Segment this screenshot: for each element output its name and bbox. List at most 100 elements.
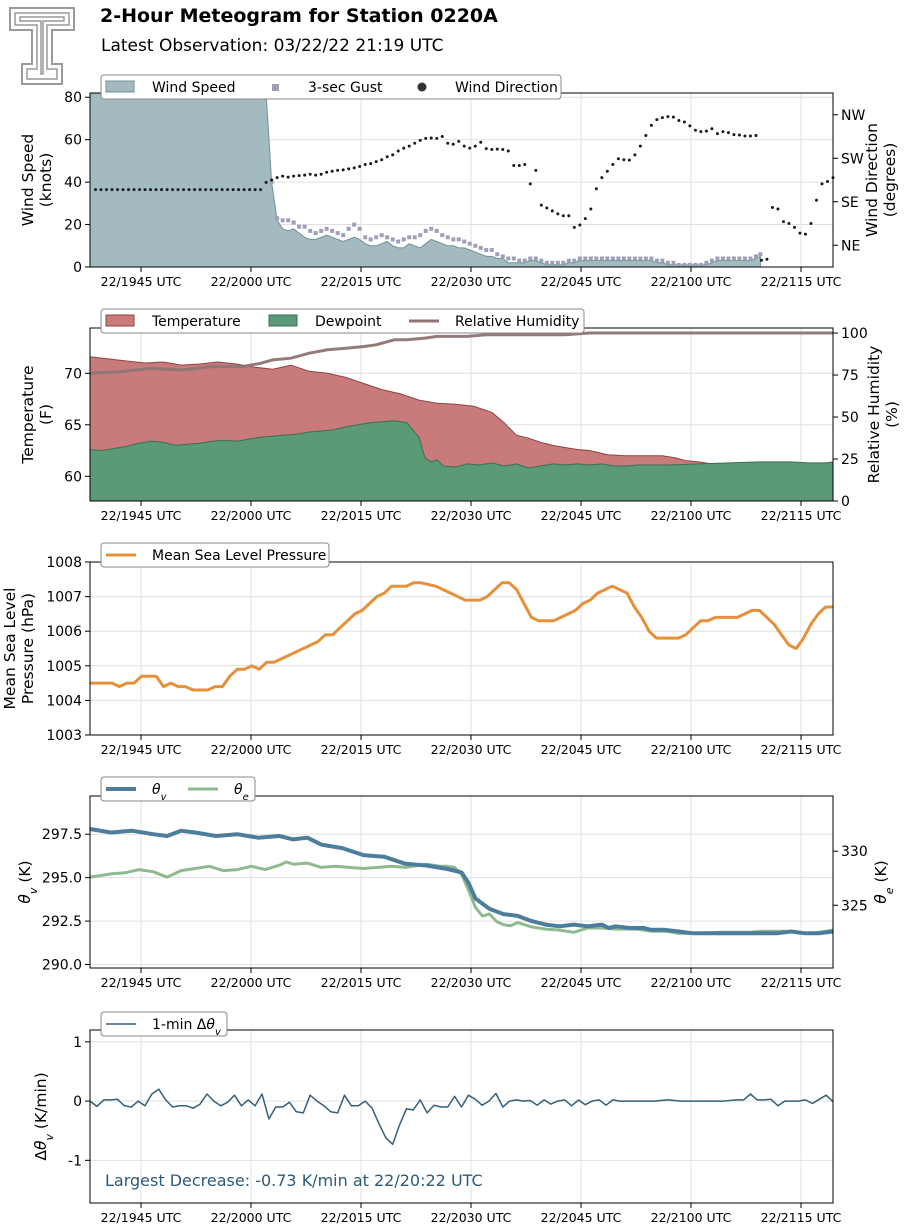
gust-marker [687,262,692,267]
wind-direction-point [545,206,549,210]
university-logo [9,7,75,85]
wind-direction-point [160,188,164,192]
wind-direction-point [578,223,582,227]
wind-direction-point [501,148,505,152]
wind-direction-point [435,136,439,140]
wind-direction-axis-label: Wind Direction(degrees) [863,123,899,237]
legend-wind-direction-label: Wind Direction [455,80,558,96]
x-tick-label: 22/2115 UTC [761,742,842,757]
gust-marker [379,233,384,238]
gust-marker [638,256,643,261]
gust-marker [445,235,450,240]
gust-marker [423,228,428,233]
legend-wind-speed-swatch [105,80,135,93]
pressure-legend: Mean Sea Level Pressure [100,542,330,568]
legend-dtheta-label: 1-min Δθv [152,1017,222,1038]
gust-marker [704,260,709,265]
plot-border [89,795,834,969]
wind-direction-point [407,144,411,148]
x-tick-label: 22/2015 UTC [321,975,402,990]
x-tick-label: 22/2000 UTC [211,742,292,757]
y-tick-label: 1005 [46,659,82,675]
wind-direction-point [99,188,103,192]
gust-marker [698,262,703,267]
wind-direction-point [314,173,318,177]
wind-direction-point [440,135,444,138]
wind-direction-point [132,188,136,192]
wind-direction-point [523,163,527,167]
wind-direction-point [649,123,653,127]
gust-marker [467,241,472,246]
legend-frame [100,1011,228,1037]
x-tick-label: 22/2045 UTC [541,975,622,990]
wind-direction-point [292,174,296,178]
wind-direction-point [682,120,686,124]
y2-tick-label: 330 [841,844,868,860]
wind-direction-point [776,207,780,211]
wind-direction-point [165,188,169,192]
wind-direction-point [154,188,158,192]
gust-marker [319,228,324,233]
wind-direction-point [429,136,433,140]
wind-direction-point [473,144,477,148]
gust-marker [693,262,698,267]
gust-marker [594,256,599,261]
wind-direction-point [468,146,472,150]
wind-direction-point [270,178,274,182]
gust-marker [522,258,527,263]
wind-direction-point [457,139,461,143]
y-tick-label: 80 [64,90,82,106]
gust-marker [533,256,538,261]
gust-marker [720,256,725,261]
wind-direction-point [572,225,576,229]
y2-tick-label: 25 [841,452,859,468]
y-tick-label: 1004 [46,693,82,709]
legend-gust-label: 3-sec Gust [308,80,383,96]
gust-marker [566,258,571,263]
wind-direction-point [622,158,626,162]
legend-theta-v-label: θv [152,782,168,803]
gust-marker [643,256,648,261]
gust-marker [528,256,533,261]
wind-direction-point [589,207,593,211]
y-tick-label: 20 [64,218,82,234]
panel-theta: 290.0 292.5 295.0 297.5 22/1945 UTC 22/2000 U… [16,776,896,990]
y-tick-label: 1008 [46,555,82,571]
wind-direction-point [446,141,450,145]
gust-marker [401,237,406,242]
wind-direction-point [220,188,224,192]
gust-marker [352,222,357,227]
wind-direction-point [792,225,796,229]
wind-direction-point [264,180,268,184]
wind-direction-point [655,118,659,122]
y-tick-label: 60 [64,133,82,149]
gust-marker [308,228,313,233]
gust-marker [715,256,720,261]
wind-direction-point [352,166,356,170]
x-tick-label: 22/2115 UTC [761,274,842,289]
wind-direction-point [825,179,829,183]
gust-marker [418,233,423,238]
wind-direction-point [666,115,670,119]
wind-direction-point [231,188,235,192]
x-tick-label: 22/2100 UTC [651,742,732,757]
x-tick-label: 22/2045 UTC [541,742,622,757]
latest-observation: Latest Observation: 03/22/22 21:19 UTC [101,36,444,56]
gust-marker [682,262,687,267]
gust-marker [753,254,758,259]
y-tick-label: 40 [64,175,82,191]
wind-direction-point [528,182,532,186]
wind-speed-axis-label: Wind Speed(knots) [19,134,55,226]
wind-direction-point [479,140,483,144]
wind-direction-point [627,158,631,162]
temperature-axis-label: Temperature(F) [19,365,55,464]
wind-direction-point [688,124,692,128]
wind-direction-point [809,222,813,225]
y-tick-label: 1003 [46,728,82,744]
x-tick-label: 22/2115 UTC [761,975,842,990]
panel-wind: 0 20 40 60 80 22/1945 UTC 22/2000 UTC 22/2015 U… [19,74,899,289]
wind-direction-point [506,149,510,153]
x-tick-label: 22/2030 UTC [431,742,512,757]
x-tick-label: 22/1945 UTC [101,508,182,523]
plot-border [89,1029,834,1204]
